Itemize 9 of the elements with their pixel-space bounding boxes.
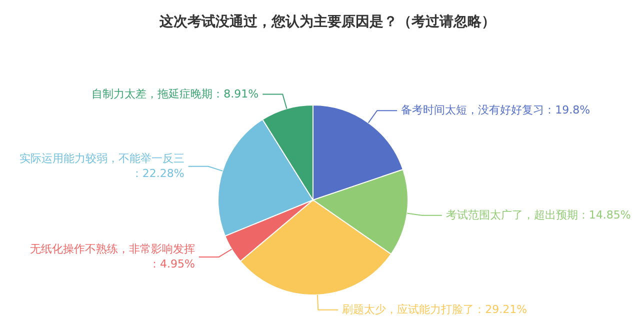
slice-label: 刷题太少，应试能力打脸了：29.21% — [342, 302, 528, 316]
slice-label: 备考时间太短，没有好好复习：19.8% — [401, 104, 590, 117]
slice-label: 实际运用能力较弱，不能举一反三 — [19, 152, 184, 165]
slice-label: 自制力太差，拖延症晚期：8.91% — [92, 87, 259, 100]
slice-label: 考试范围太广了，超出预期：14.85% — [446, 208, 631, 222]
data-label: ：22.28% — [131, 166, 184, 180]
chart-title: 这次考试没通过，您认为主要原因是？（考过请忽略） — [158, 13, 496, 30]
slice-label: 无纸化操作不熟练，非常影响发挥 — [30, 242, 195, 256]
data-label: ：4.95% — [148, 257, 195, 270]
